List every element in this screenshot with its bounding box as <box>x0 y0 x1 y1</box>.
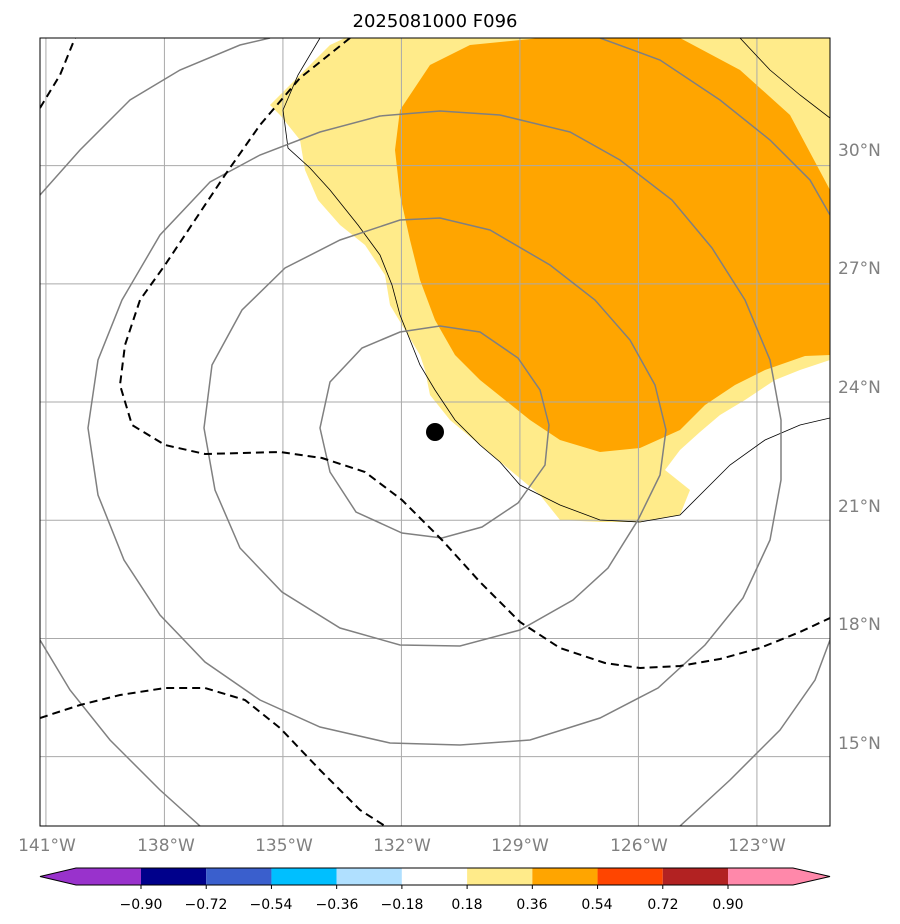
colorbar-tick-label: 0.18 <box>451 897 482 913</box>
colorbar-tick-label: −0.36 <box>316 897 359 913</box>
contour-ring-4-right <box>599 38 830 216</box>
gridlines <box>40 38 830 826</box>
contour-ring-1 <box>319 325 550 539</box>
colorbar-segment <box>336 868 402 885</box>
colorbar <box>39 867 831 889</box>
lon-label: 129°W <box>491 836 549 856</box>
map-frame <box>39 37 831 827</box>
colorbar-extend-low <box>40 868 76 885</box>
lat-label: 21°N <box>838 497 881 517</box>
colorbar-segment <box>728 868 793 885</box>
colorbar-tick-label: 0.36 <box>516 897 547 913</box>
latitude-axis-labels: 30°N 27°N 24°N 21°N 18°N 15°N <box>838 141 881 754</box>
contour-ring-4-left <box>40 639 201 826</box>
contour-ring-4 <box>40 38 271 196</box>
lon-label: 123°W <box>728 836 786 856</box>
lon-label: 135°W <box>255 836 313 856</box>
colorbar-segment <box>206 868 272 885</box>
colorbar-segment <box>76 868 141 885</box>
lat-label: 18°N <box>838 615 881 635</box>
colorbar-segment <box>662 868 728 885</box>
colorbar-segment <box>597 868 663 885</box>
dashed-contour-nw <box>40 38 76 109</box>
lon-label: 126°W <box>610 836 668 856</box>
colorbar-segment <box>271 868 337 885</box>
colorbar-tick-label: 0.54 <box>581 897 612 913</box>
colorbar-tick-label: −0.18 <box>381 897 424 913</box>
colorbar-outline <box>39 867 831 886</box>
longitude-axis-labels: 141°W 138°W 135°W 132°W 129°W 126°W 123°… <box>18 836 786 856</box>
lat-label: 27°N <box>838 259 881 279</box>
colorbar-segment <box>401 868 468 885</box>
dashed-contour-main <box>118 38 830 670</box>
coastline-boundary-ne <box>739 38 830 119</box>
lon-label: 132°W <box>373 836 431 856</box>
storm-center-marker <box>426 423 444 441</box>
colorbar-segment <box>467 868 533 885</box>
colorbar-tick-label: −0.54 <box>250 897 293 913</box>
colorbar-segment <box>141 868 207 885</box>
lat-label: 15°N <box>838 734 881 754</box>
contour-ring-2 <box>203 217 667 647</box>
colorbar-tick-label: 0.72 <box>647 897 678 913</box>
solid-contours <box>40 38 830 826</box>
colorbar-extend-high <box>793 868 830 885</box>
colorbar-tick-label: −0.72 <box>185 897 228 913</box>
dashed-contours <box>40 38 830 826</box>
colorbar-tick-label: −0.90 <box>120 897 163 913</box>
colorbar-segment <box>532 868 598 885</box>
lon-label: 141°W <box>18 836 76 856</box>
colorbar-tick-labels: −0.90 −0.72 −0.54 −0.36 −0.18 0.18 0.36 … <box>120 897 744 913</box>
coastline-boundary <box>282 38 830 523</box>
figure-title: 2025081000 F096 <box>353 11 518 32</box>
lon-label: 138°W <box>137 836 195 856</box>
lat-label: 30°N <box>838 141 881 161</box>
contour-ring-3 <box>87 110 782 746</box>
colorbar-tick-label: 0.90 <box>712 897 743 913</box>
map-area <box>40 38 830 826</box>
lat-label: 24°N <box>838 378 881 398</box>
contour-ring-4-bottom <box>679 639 830 826</box>
dashed-contour-south <box>40 687 386 826</box>
